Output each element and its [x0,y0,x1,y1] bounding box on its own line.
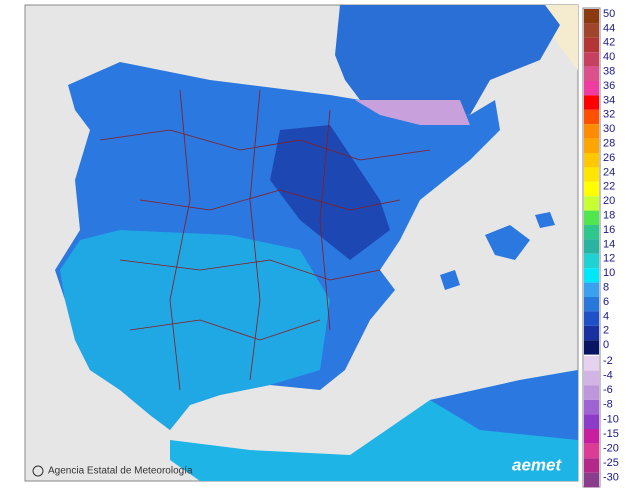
legend-label: 10 [603,267,615,279]
legend-swatch [584,81,599,96]
legend-label: 16 [603,224,615,236]
legend-label: 20 [603,195,615,207]
legend-label: 32 [603,109,615,121]
legend-label: 2 [603,325,609,337]
legend-label: 4 [603,310,609,322]
legend-swatch [584,356,599,371]
legend-swatch [584,429,599,444]
legend-label: 22 [603,181,615,193]
legend-label: -6 [603,384,613,396]
legend-swatch [584,9,599,24]
logo: aemet [512,455,562,474]
legend-label: 0 [603,339,609,351]
legend-label: -30 [603,472,619,484]
legend-swatch [584,297,599,312]
legend-swatch [584,458,599,473]
legend-label: -20 [603,443,619,455]
legend-swatch [584,340,599,355]
legend-label: 6 [603,296,609,308]
legend-swatch [584,52,599,67]
legend-swatch [584,253,599,269]
legend-swatch [584,225,599,240]
legend-swatch [584,196,599,211]
legend-swatch [584,399,599,415]
legend-swatch [584,124,599,139]
legend-label: 28 [603,138,615,150]
legend-label: -10 [603,413,619,425]
legend-label: 34 [603,94,615,106]
legend-label: -2 [603,355,613,367]
legend-label: 50 [603,8,615,20]
legend-label: 40 [603,51,615,63]
legend-swatch [584,37,599,53]
legend-swatch [584,23,599,38]
legend-swatch [584,239,599,254]
legend-label: 26 [603,152,615,164]
legend-swatch [584,167,599,182]
legend-label: 36 [603,80,615,92]
legend-label: 24 [603,166,615,178]
legend-label: -8 [603,399,613,411]
legend-swatch [584,138,599,153]
borders [99,89,431,391]
legend-label: 14 [603,238,615,250]
legend-swatch [584,385,599,400]
legend-swatch [584,153,599,168]
pyrenees-snow [355,100,470,125]
legend-label: -4 [603,370,613,382]
legend-label: 38 [603,66,615,78]
credit: Agencia Estatal de Meteorología [48,466,193,477]
mallorca [485,225,530,260]
france-south [335,5,560,115]
legend-label: -15 [603,428,619,440]
copyright-icon [32,465,44,477]
south-warm [60,230,330,430]
legend-label: 44 [603,22,615,34]
menorca [535,212,555,228]
legend-swatch [584,109,599,125]
legend-swatch [584,370,599,386]
ibiza [440,270,460,290]
legend-label: 8 [603,282,609,294]
legend-label: -25 [603,457,619,469]
legend-swatch [584,311,599,326]
legend-swatch [584,210,599,225]
legend-label: 42 [603,37,615,49]
legend-label: 12 [603,253,615,265]
legend-swatch [584,472,599,488]
legend-label: 18 [603,210,615,222]
legend-swatch [584,325,599,341]
legend-label: 30 [603,123,615,135]
legend-swatch [584,414,599,429]
legend-swatch [584,95,599,110]
legend-swatch [584,268,599,283]
central-cold [270,125,390,260]
legend-swatch [584,66,599,81]
atlas [430,370,578,440]
legend-swatch [584,282,599,297]
legend-swatch [584,443,599,459]
legend-swatch [584,181,599,197]
